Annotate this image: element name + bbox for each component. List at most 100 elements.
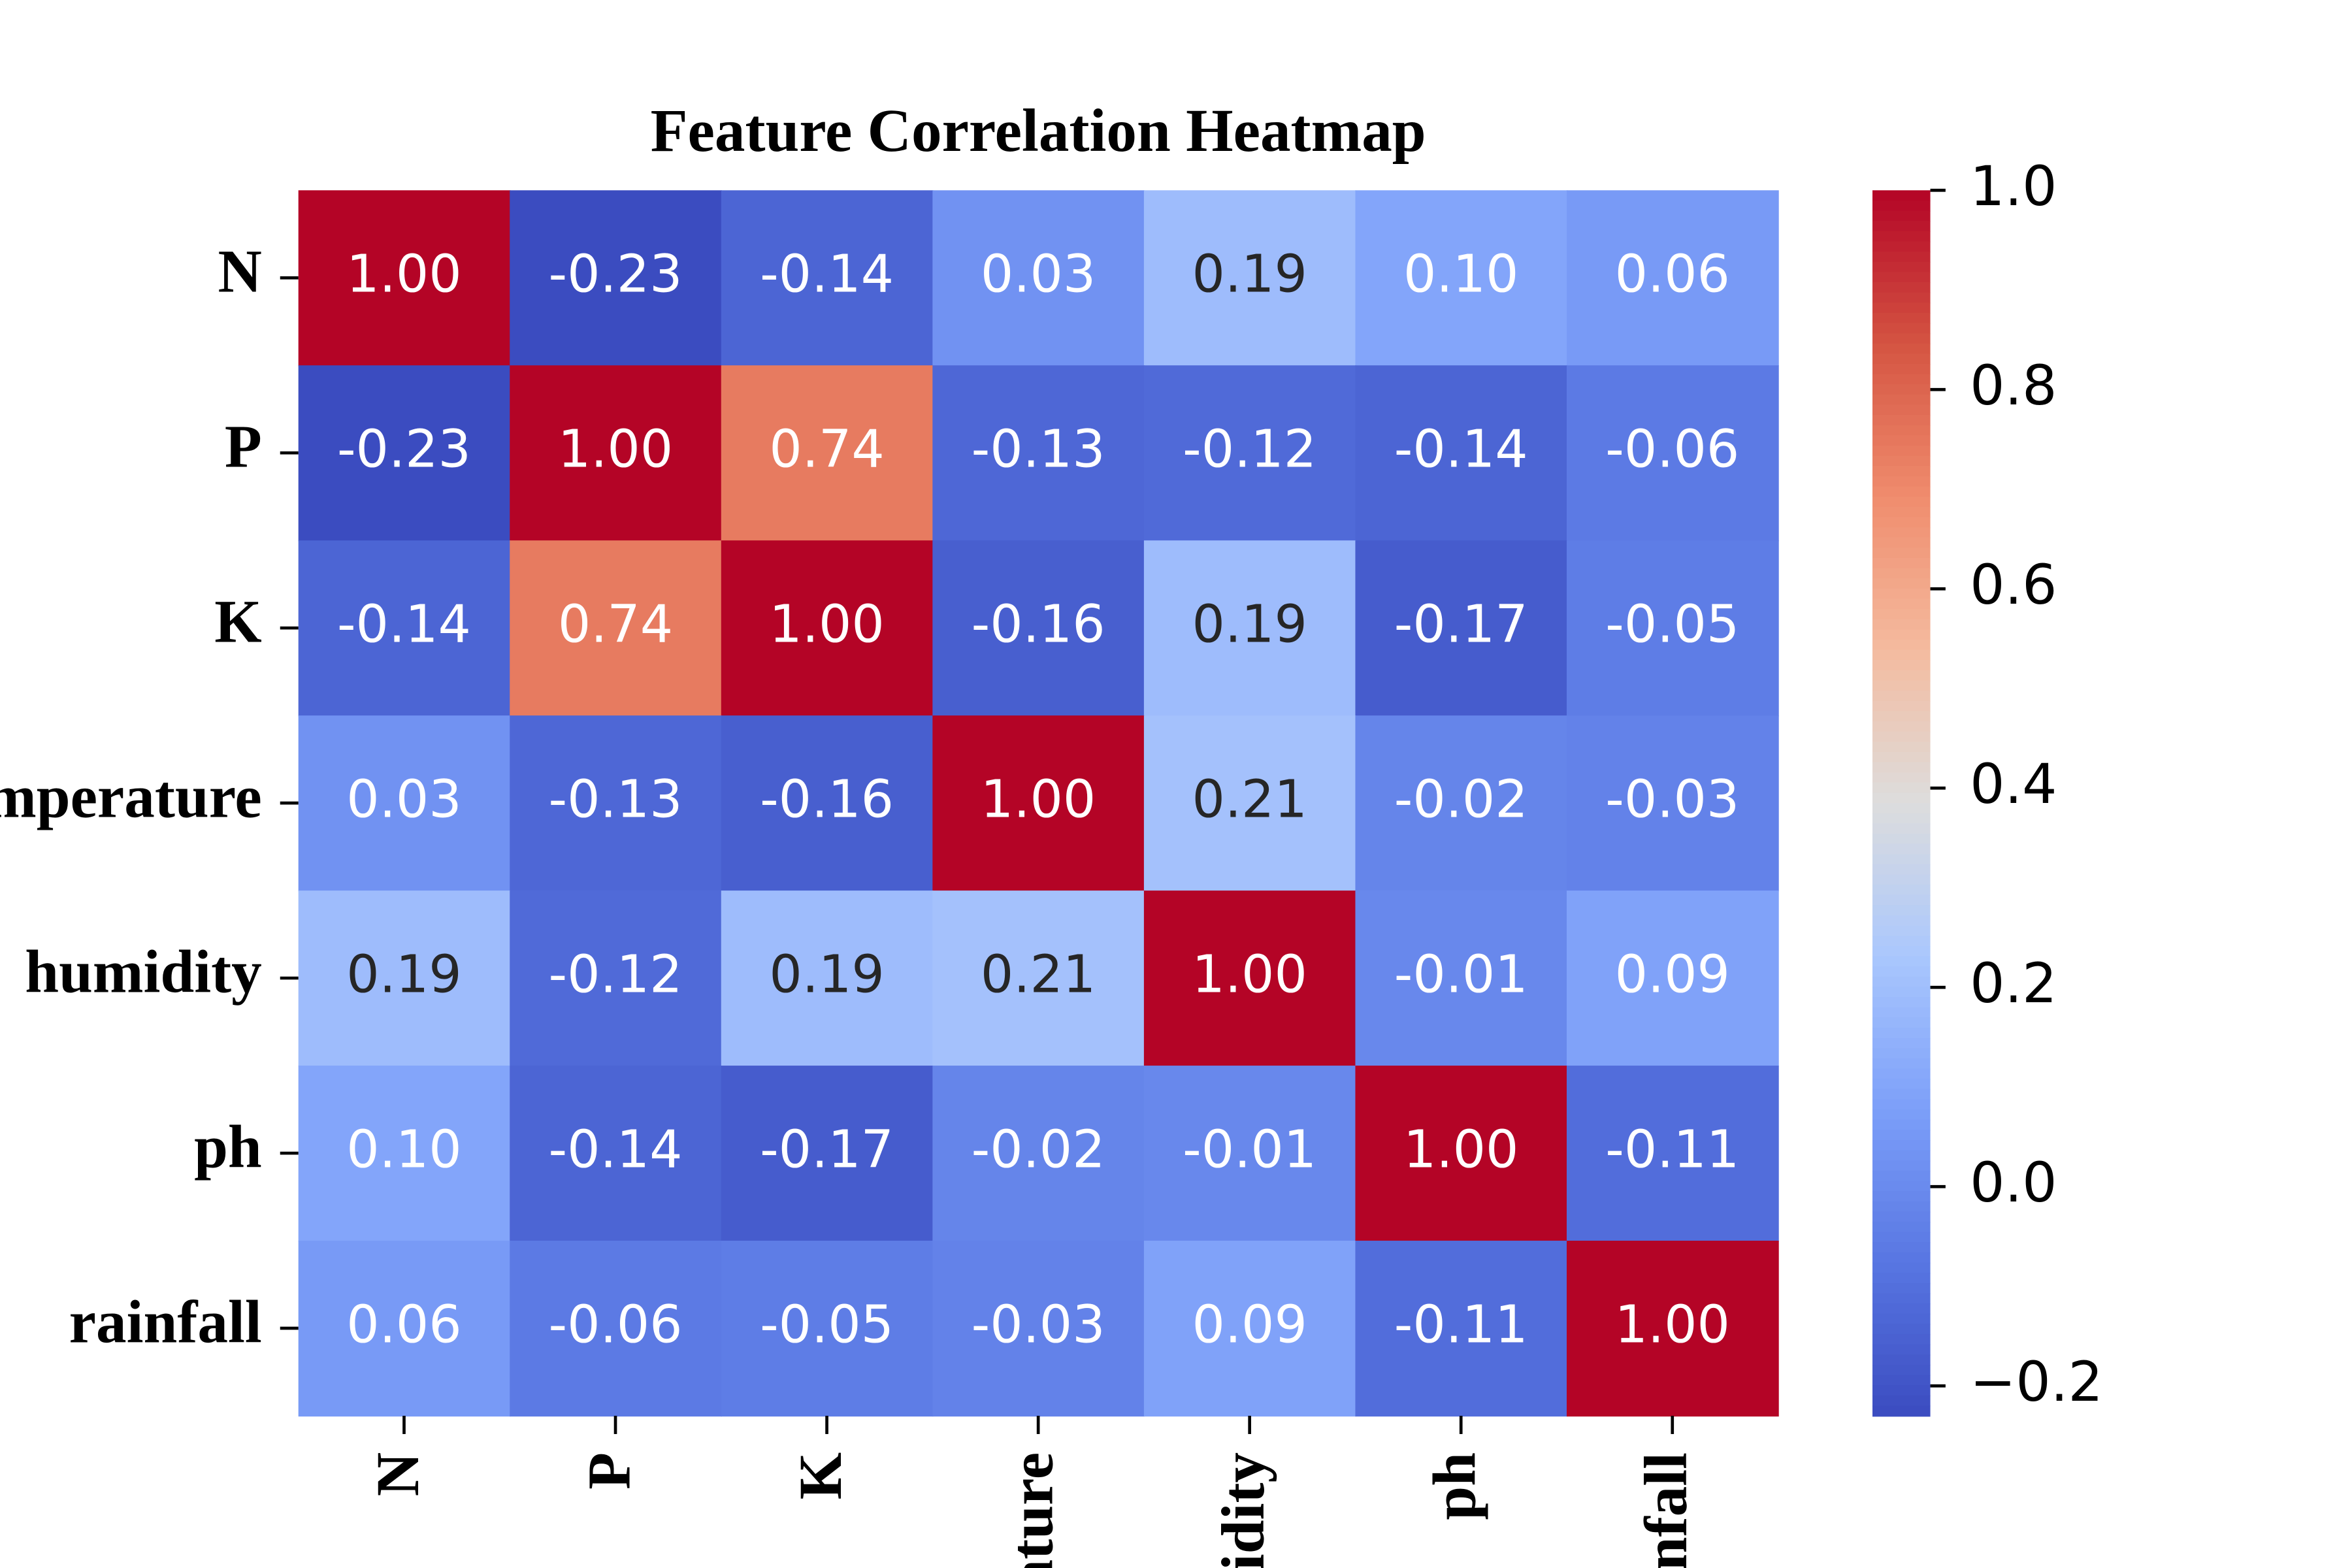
colorbar-segment xyxy=(1872,598,1931,610)
colorbar-segment xyxy=(1872,721,1931,733)
heatmap-cell xyxy=(510,365,722,542)
colorbar-tick-label: 0.8 xyxy=(1970,353,2057,417)
colorbar-segment xyxy=(1872,700,1931,712)
colorbar-segment xyxy=(1872,792,1931,804)
colorbar-segment xyxy=(1872,394,1931,406)
colorbar-segment xyxy=(1872,261,1931,273)
colorbar-segment xyxy=(1872,1160,1931,1172)
cell-label: 1.00 xyxy=(1615,1294,1730,1354)
cell-label: 0.09 xyxy=(1615,944,1730,1005)
colorbar-segment xyxy=(1872,384,1931,396)
colorbar-segment xyxy=(1872,680,1931,692)
colorbar-segment xyxy=(1872,200,1931,212)
x-tick-label: rainfall xyxy=(1633,1452,1700,1568)
colorbar-segment xyxy=(1872,353,1931,365)
cell-label: 0.06 xyxy=(1615,244,1730,304)
colorbar-segment xyxy=(1872,486,1931,498)
cell-label: 1.00 xyxy=(1403,1119,1518,1180)
colorbar-segment xyxy=(1872,894,1931,906)
colorbar-segment xyxy=(1872,711,1931,723)
colorbar-segment xyxy=(1872,1405,1931,1417)
colorbar-segment xyxy=(1872,343,1931,355)
colorbar-tick-label: 0.2 xyxy=(1970,951,2057,1015)
colorbar-segment xyxy=(1872,537,1931,549)
colorbar-segment xyxy=(1872,1324,1931,1335)
colorbar-segment xyxy=(1872,435,1931,447)
colorbar-tick-label: 0.0 xyxy=(1970,1151,2057,1215)
cell-label: -0.12 xyxy=(549,944,683,1005)
colorbar-segment xyxy=(1872,751,1931,763)
heatmap-cell xyxy=(1355,190,1568,367)
cell-label: 1.00 xyxy=(346,244,461,304)
heatmap-cell xyxy=(1567,365,1779,542)
cell-label: 0.21 xyxy=(1192,769,1307,830)
colorbar-segment xyxy=(1872,976,1931,988)
colorbar-segment xyxy=(1872,282,1931,293)
heatmap-cell xyxy=(1143,1241,1356,1417)
colorbar-segment xyxy=(1872,252,1931,263)
heatmap-cell xyxy=(510,890,722,1067)
colorbar-tick-label: −0.2 xyxy=(1970,1350,2103,1414)
y-tick-label: K xyxy=(214,589,261,656)
colorbar-segment xyxy=(1872,272,1931,284)
cell-label: 0.19 xyxy=(1192,594,1307,655)
heatmap-cell xyxy=(298,540,511,717)
heatmap-cell xyxy=(510,190,722,367)
colorbar-segment xyxy=(1872,1364,1931,1376)
colorbar-segment xyxy=(1872,1252,1931,1264)
colorbar-tick-label: 0.4 xyxy=(1970,752,2057,816)
colorbar-segment xyxy=(1872,762,1931,774)
cell-label: -0.17 xyxy=(760,1119,894,1180)
colorbar-segment xyxy=(1872,1088,1931,1100)
colorbar-segment xyxy=(1872,1191,1931,1203)
colorbar-segment xyxy=(1872,1262,1931,1274)
cell-label: 0.10 xyxy=(346,1119,461,1180)
x-tick-label: ph xyxy=(1422,1452,1489,1520)
x-tick-label: temperature xyxy=(999,1452,1066,1568)
cell-label: 0.10 xyxy=(1403,244,1518,304)
cell-label: -0.17 xyxy=(1394,594,1528,655)
heatmap-cell xyxy=(1567,190,1779,367)
cell-label: 0.19 xyxy=(769,944,884,1005)
colorbar-segment xyxy=(1872,210,1931,222)
heatmap-cell xyxy=(721,1241,934,1417)
colorbar-segment xyxy=(1872,1385,1931,1397)
heatmap-cell xyxy=(1143,365,1356,542)
heatmap-cell xyxy=(298,1066,511,1242)
colorbar-segment xyxy=(1872,292,1931,304)
colorbar-segment xyxy=(1872,772,1931,784)
colorbar-segment xyxy=(1872,425,1931,436)
colorbar-segment xyxy=(1872,1344,1931,1356)
cell-label: -0.23 xyxy=(549,244,683,304)
colorbar-segment xyxy=(1872,455,1931,467)
colorbar-segment xyxy=(1872,1395,1931,1407)
cell-label: 0.03 xyxy=(981,244,1096,304)
heatmap-cell xyxy=(1355,540,1568,717)
colorbar-segment xyxy=(1872,670,1931,681)
colorbar-segment xyxy=(1872,1222,1931,1233)
heatmap-cell xyxy=(1355,890,1568,1067)
colorbar-segment xyxy=(1872,1028,1931,1039)
y-tick-label: N xyxy=(218,238,261,306)
colorbar-segment xyxy=(1872,302,1931,314)
heatmap-cell xyxy=(721,890,934,1067)
cell-label: -0.01 xyxy=(1394,944,1528,1005)
heatmap-cell xyxy=(1355,365,1568,542)
colorbar-segment xyxy=(1872,1181,1931,1192)
colorbar-segment xyxy=(1872,629,1931,641)
colorbar-segment xyxy=(1872,987,1931,998)
colorbar-segment xyxy=(1872,997,1931,1009)
y-tick-label: humidity xyxy=(25,938,262,1005)
colorbar-segment xyxy=(1872,1119,1931,1131)
colorbar-segment xyxy=(1872,1007,1931,1019)
cell-label: -0.14 xyxy=(549,1119,683,1180)
cell-label: -0.05 xyxy=(1605,594,1739,655)
colorbar-segment xyxy=(1872,506,1931,518)
chart-title: Feature Correlation Heatmap xyxy=(651,97,1426,165)
colorbar-segment xyxy=(1872,1139,1931,1151)
colorbar-segment xyxy=(1872,854,1931,866)
colorbar-segment xyxy=(1872,936,1931,947)
heatmap-cell xyxy=(932,540,1145,717)
colorbar-segment xyxy=(1872,1201,1931,1213)
colorbar-segment xyxy=(1872,1079,1931,1090)
